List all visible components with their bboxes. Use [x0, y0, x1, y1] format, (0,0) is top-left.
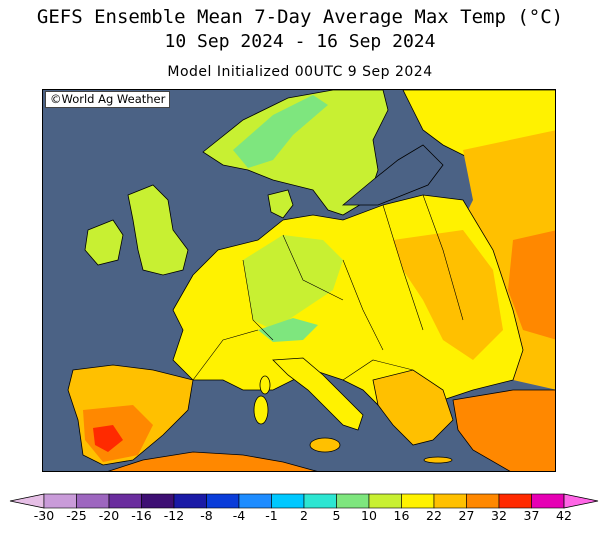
map-graphic — [43, 90, 555, 471]
colorbar-segment — [173, 493, 207, 509]
colorbar-tick-label: 2 — [300, 508, 308, 523]
central-europe-mild — [243, 235, 343, 330]
colorbar-tick-label: 10 — [361, 508, 377, 523]
colorbar-segment — [206, 493, 240, 509]
colorbar-segment — [466, 493, 500, 509]
colorbar-tick-label: -4 — [232, 508, 246, 523]
crete-land — [423, 456, 453, 464]
map-title: GEFS Ensemble Mean 7-Day Average Max Tem… — [36, 6, 564, 28]
turkey-land — [452, 389, 555, 471]
colorbar-segment — [141, 493, 175, 509]
italy-land — [272, 357, 364, 431]
colorbar-arrow-low — [9, 493, 45, 509]
temperature-map: ©World Ag Weather — [42, 89, 556, 472]
colorbar-segment — [76, 493, 110, 509]
eastern-europe-warm — [393, 230, 503, 360]
colorbar-tick-label: 32 — [491, 508, 507, 523]
colorbar-tick-label: 22 — [426, 508, 442, 523]
colorbar-segment — [433, 493, 467, 509]
colorbar-segment — [368, 493, 402, 509]
ireland-land — [84, 219, 124, 266]
great-britain-land — [127, 184, 189, 276]
date-range: 10 Sep 2024 - 16 Sep 2024 — [164, 31, 436, 52]
colorbar-segment — [336, 493, 370, 509]
colorbar-segment — [271, 493, 305, 509]
colorbar-arrow-high — [563, 493, 599, 509]
baltic-sea — [341, 144, 444, 206]
denmark-land — [267, 189, 294, 219]
alps-cool-zone — [258, 318, 318, 342]
corsica-land — [259, 375, 271, 395]
colorbar-tick-label: -20 — [98, 508, 120, 523]
colorbar-tick-label: 16 — [393, 508, 410, 523]
credit-label: ©World Ag Weather — [45, 91, 171, 108]
sardinia-land — [253, 395, 269, 425]
colorbar-tick-label: -12 — [163, 508, 185, 523]
colorbar-segment — [498, 493, 532, 509]
model-init-subtitle: Model Initialized 00UTC 9 Sep 2024 — [167, 64, 433, 80]
colorbar-tick-label: -30 — [33, 508, 55, 523]
north-africa-land — [107, 451, 318, 471]
sicily-land — [309, 437, 341, 453]
colorbar-tick-label: -8 — [200, 508, 213, 523]
colorbar-tick-label: -1 — [265, 508, 278, 523]
russia-hot-zone — [508, 230, 555, 340]
colorbar-segment — [108, 493, 142, 509]
colorbar-tick-label: -25 — [66, 508, 87, 523]
colorbar-segment — [401, 493, 435, 509]
colorbar-tick-label: 42 — [556, 508, 572, 523]
colorbar-segment — [43, 493, 77, 509]
temperature-colorbar — [9, 493, 599, 509]
colorbar-tick-label: 27 — [458, 508, 475, 523]
colorbar-segment — [531, 493, 565, 509]
norway-cool-zone — [233, 95, 328, 168]
country-borders — [192, 194, 464, 381]
colorbar-tick-label: 37 — [523, 508, 540, 523]
southern-iberia-hottest — [93, 425, 123, 452]
colorbar-tick-label: 5 — [332, 508, 341, 523]
balkans-land — [372, 369, 454, 446]
colorbar-segment — [238, 493, 272, 509]
colorbar-tick-label: -16 — [131, 508, 152, 523]
colorbar-tick-labels: -30 -25 -20 -16 -12 -8 -4 -1 2 5 10 16 22 27 32 37 42 — [0, 508, 600, 528]
colorbar-segment — [303, 493, 337, 509]
